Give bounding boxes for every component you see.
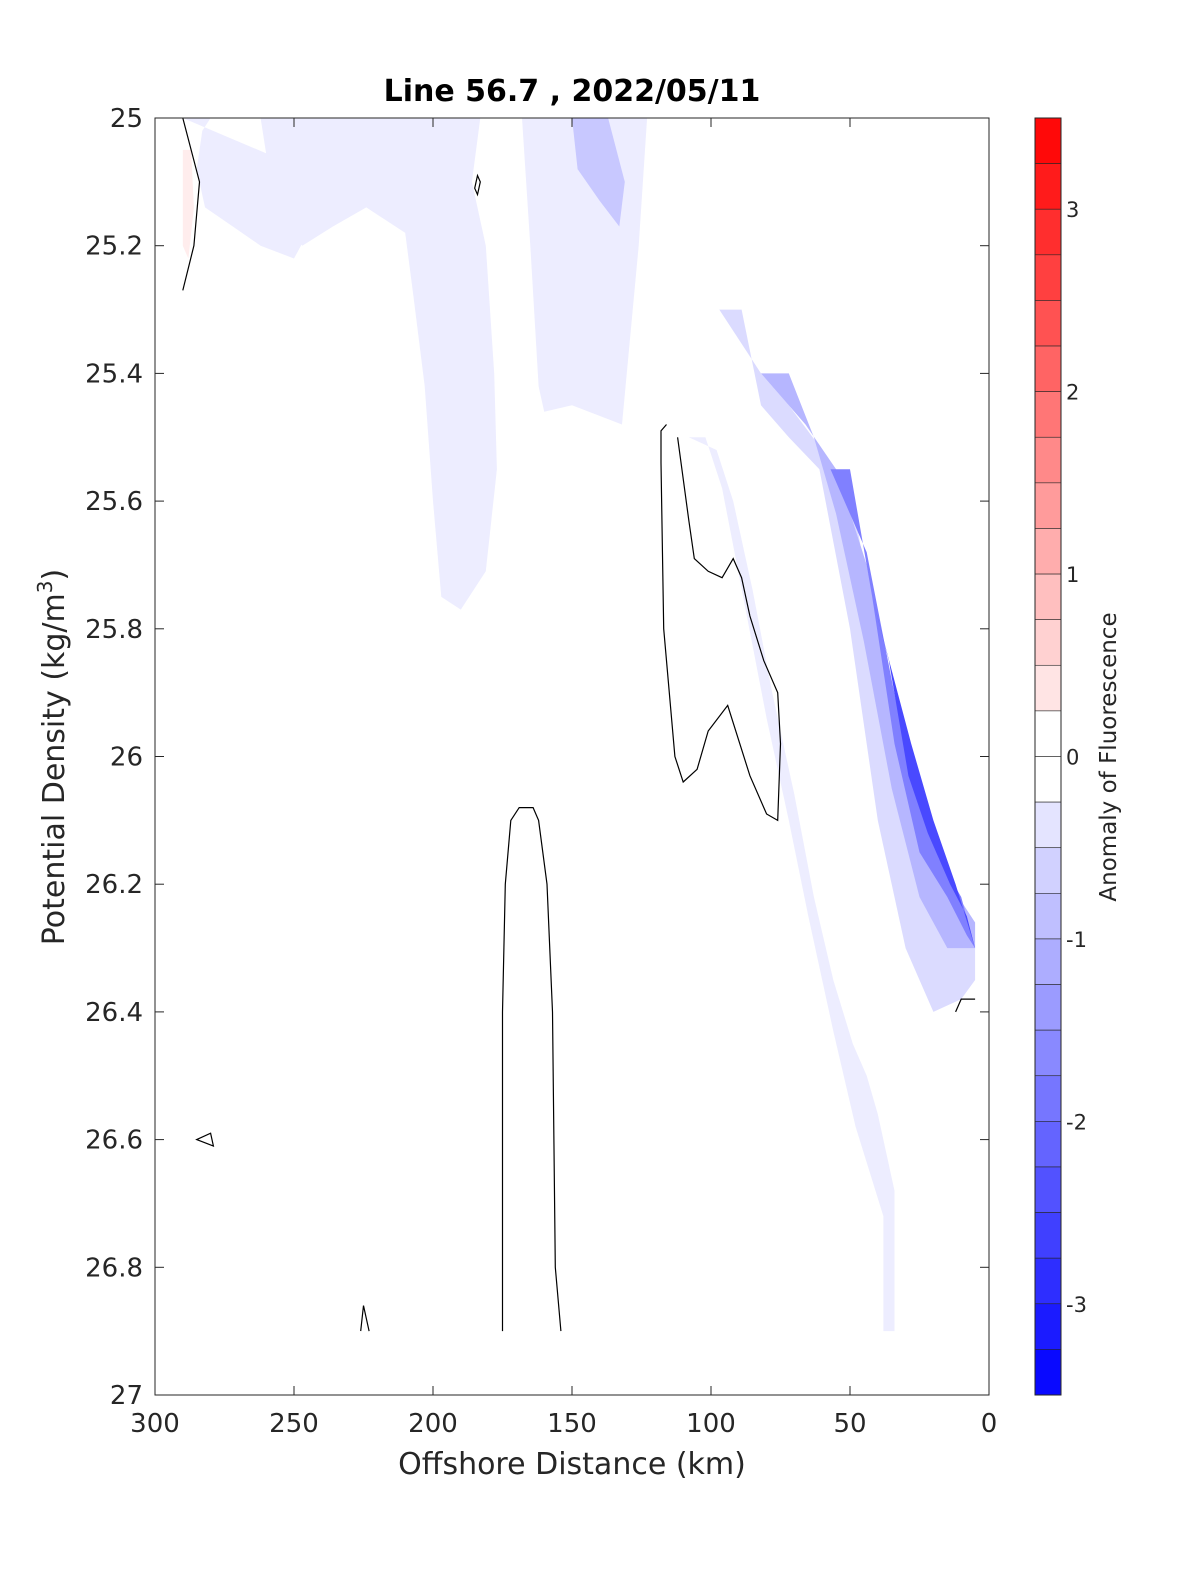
colorbar-tick-label: 0: [1066, 746, 1079, 770]
colorbar-tick-label: 3: [1066, 198, 1079, 222]
colorbar-band: [1034, 1303, 1062, 1350]
colorbar-band: [1034, 528, 1062, 575]
colorbar-band: [1034, 1075, 1062, 1122]
plot-area: 300 250 200 150 100 50 0 2525.225.425.625.8262…: [85, 104, 997, 1439]
colorbar-band: [1034, 573, 1062, 620]
colorbar-band: [1034, 163, 1062, 210]
contour-fill-nearshore-band-3: [761, 373, 976, 949]
contour-fill-offshore-core-negative: [572, 118, 625, 227]
colorbar-band: [1034, 619, 1062, 666]
colorbar-band: [1034, 1212, 1062, 1259]
x-tick-label: 300: [130, 1409, 180, 1439]
colorbar-bands: [1034, 117, 1062, 1396]
contour-line-zero-line-small-3: [360, 1305, 370, 1332]
colorbar-band: [1034, 436, 1062, 484]
contour-line-zero-line-nearshore-bottom: [955, 998, 976, 1013]
y-axis-ticks: 25 25.2 25.4 25.6 25.8 26 26.2 26.4 26.6 26.8 27: [85, 104, 989, 1411]
colorbar-band: [1034, 801, 1062, 849]
colorbar-frame: [1034, 117, 1062, 1396]
colorbar-band: [1034, 1257, 1062, 1305]
contour-fill-nearshore-band-5: [872, 596, 976, 949]
x-tick-label: 50: [833, 1409, 866, 1439]
colorbar-band: [1034, 710, 1062, 757]
colorbar-band: [1034, 1166, 1062, 1213]
colorbar-band: [1034, 254, 1062, 301]
colorbar-band: [1034, 847, 1062, 894]
colorbar-band: [1034, 1121, 1062, 1168]
y-tick-label: 25.2: [85, 232, 143, 262]
colorbar-band: [1034, 208, 1062, 256]
y-tick-label: 26.4: [85, 998, 143, 1028]
x-tick-label: 200: [408, 1409, 458, 1439]
y-tick-label: 27: [110, 1381, 143, 1411]
colorbar-band: [1034, 391, 1062, 438]
y-tick-label: 25: [110, 104, 143, 134]
colorbar-band: [1034, 756, 1062, 803]
x-tick-label: 100: [686, 1409, 736, 1439]
contour-line-zero-line-small-1: [474, 173, 481, 197]
y-axis-label-superscript: 3: [33, 580, 57, 593]
x-tick-label: 250: [269, 1409, 319, 1439]
x-axis-label: Offshore Distance (km): [398, 1447, 746, 1482]
contour-fills: [182, 118, 976, 1332]
colorbar-tick-label: -2: [1066, 1110, 1087, 1134]
colorbar-tick-label: 1: [1066, 563, 1079, 587]
y-axis-label-close: ): [37, 569, 72, 581]
y-axis-label-base: Potential Density (kg/m: [37, 593, 72, 945]
colorbar-band: [1034, 893, 1062, 940]
contour-lines: [182, 117, 976, 1332]
contour-line-zero-line-mid-upper: [660, 424, 782, 822]
chart-title: Line 56.7 , 2022/05/11: [384, 74, 761, 109]
contour-fill-offshore-upper-negative: [182, 118, 648, 610]
colorbar-tick-label: -1: [1066, 928, 1087, 952]
colorbar: 3 2 1 0 -1 -2 -3: [1034, 117, 1087, 1396]
x-tick-label: 0: [981, 1409, 998, 1439]
colorbar-band: [1034, 984, 1062, 1031]
colorbar-band: [1034, 300, 1062, 347]
x-tick-label: 150: [547, 1409, 597, 1439]
y-axis-label: Potential Density (kg/m3): [33, 569, 72, 945]
y-tick-label: 25.6: [85, 487, 143, 517]
contour-fill-west-edge-positive: [182, 149, 194, 259]
x-axis-ticks: 300 250 200 150 100 50 0: [130, 118, 997, 1439]
colorbar-tick-label: 2: [1066, 381, 1079, 405]
contour-line-zero-line-west-edge: [182, 117, 201, 291]
contour-fill-nearshore-band-4: [830, 469, 976, 949]
colorbar-band: [1034, 664, 1062, 712]
contour-line-zero-line-mid-lower: [501, 806, 562, 1332]
colorbar-ticks: 3 2 1 0 -1 -2 -3: [1066, 198, 1087, 1317]
y-tick-label: 25.8: [85, 615, 143, 645]
colorbar-band: [1034, 938, 1062, 985]
colorbar-label: Anomaly of Fluorescence: [1096, 612, 1122, 901]
colorbar-band: [1034, 1029, 1062, 1077]
colorbar-band: [1034, 1349, 1062, 1396]
colorbar-band: [1034, 345, 1062, 392]
y-tick-label: 26: [110, 743, 143, 773]
y-tick-label: 26.2: [85, 870, 143, 900]
colorbar-tick-label: -3: [1066, 1293, 1087, 1317]
contour-line-zero-line-small-2: [195, 1132, 215, 1147]
y-tick-label: 26.6: [85, 1126, 143, 1156]
y-tick-label: 26.8: [85, 1253, 143, 1283]
y-tick-label: 25.4: [85, 359, 143, 389]
colorbar-band: [1034, 117, 1062, 164]
colorbar-band: [1034, 482, 1062, 529]
